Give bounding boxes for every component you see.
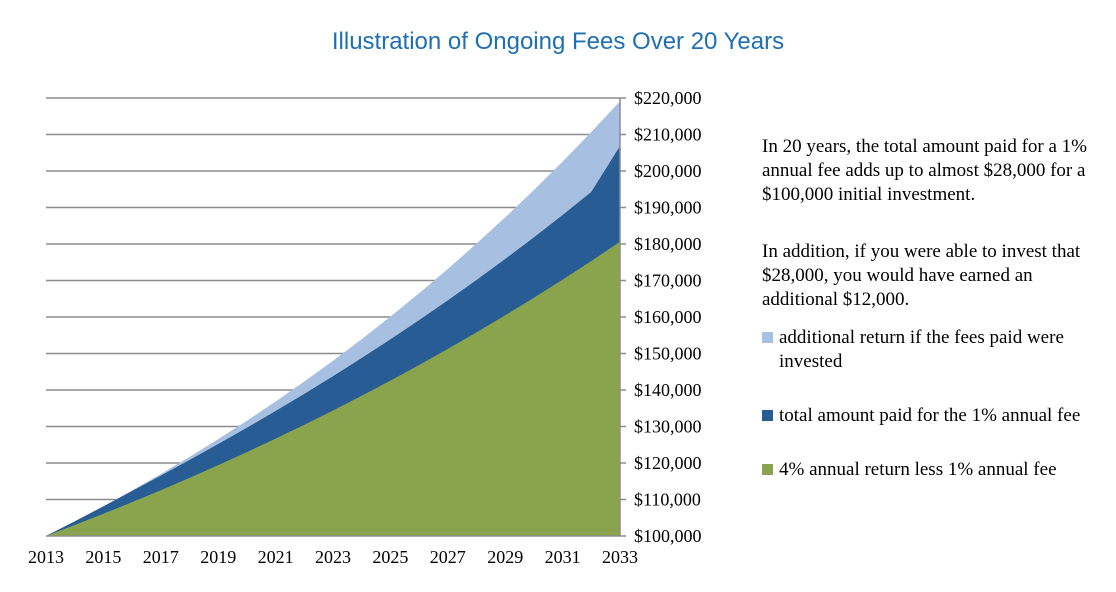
legend-label-fees-paid: total amount paid for the 1% annual fee <box>779 405 1081 426</box>
legend-swatch-net-return <box>762 464 773 475</box>
y-tick-label: $130,000 <box>634 417 702 437</box>
y-tick-label: $220,000 <box>634 88 702 108</box>
y-tick-label: $190,000 <box>634 198 702 218</box>
legend-item-additional-return: additional return if the fees paid were … <box>762 326 1102 374</box>
axes <box>46 97 626 537</box>
y-tick-label: $140,000 <box>634 380 702 400</box>
areas <box>46 101 620 537</box>
area-series <box>46 241 620 537</box>
x-tick-label: 2015 <box>85 547 121 567</box>
legend-swatch-additional-return <box>762 332 773 343</box>
x-tick-label: 2021 <box>258 547 294 567</box>
x-tick-label: 2029 <box>487 547 523 567</box>
x-tick-label: 2023 <box>315 547 351 567</box>
legend-label-additional-return: additional return if the fees paid were … <box>779 327 1064 372</box>
y-tick-label: $160,000 <box>634 307 702 327</box>
legend-item-net-return: 4% annual return less 1% annual fee <box>762 458 1102 482</box>
x-tick-label: 2027 <box>430 547 466 567</box>
investment-explanation-text: In addition, if you were able to invest … <box>762 241 1081 310</box>
y-tick-label: $170,000 <box>634 271 702 291</box>
y-tick-labels: $100,000 $110,000 $120,000 $130,000 $140,000… <box>634 88 702 546</box>
legend: additional return if the fees paid were … <box>762 326 1102 482</box>
fee-explanation-text: In 20 years, the total amount paid for a… <box>762 136 1088 205</box>
x-tick-label: 2013 <box>28 547 64 567</box>
y-tick-label: $210,000 <box>634 125 702 145</box>
x-tick-labels: 2013 2015 2017 2019 2021 2023 2025 2027 2029 2031… <box>28 547 638 567</box>
x-tick-label: 2017 <box>143 547 179 567</box>
y-tick-label: $110,000 <box>634 490 701 510</box>
legend-swatch-fees-paid <box>762 410 773 421</box>
x-tick-label: 2019 <box>200 547 236 567</box>
y-tick-label: $200,000 <box>634 161 702 181</box>
y-tick-label: $180,000 <box>634 234 702 254</box>
x-tick-label: 2031 <box>545 547 581 567</box>
y-tick-label: $120,000 <box>634 453 702 473</box>
x-tick-label: 2025 <box>372 547 408 567</box>
legend-item-fees-paid: total amount paid for the 1% annual fee <box>762 404 1102 428</box>
y-tick-label: $150,000 <box>634 344 702 364</box>
y-tick-label: $100,000 <box>634 526 702 546</box>
chart-title: Illustration of Ongoing Fees Over 20 Yea… <box>331 28 785 55</box>
x-tick-label: 2033 <box>602 547 638 567</box>
legend-label-net-return: 4% annual return less 1% annual fee <box>779 459 1057 480</box>
